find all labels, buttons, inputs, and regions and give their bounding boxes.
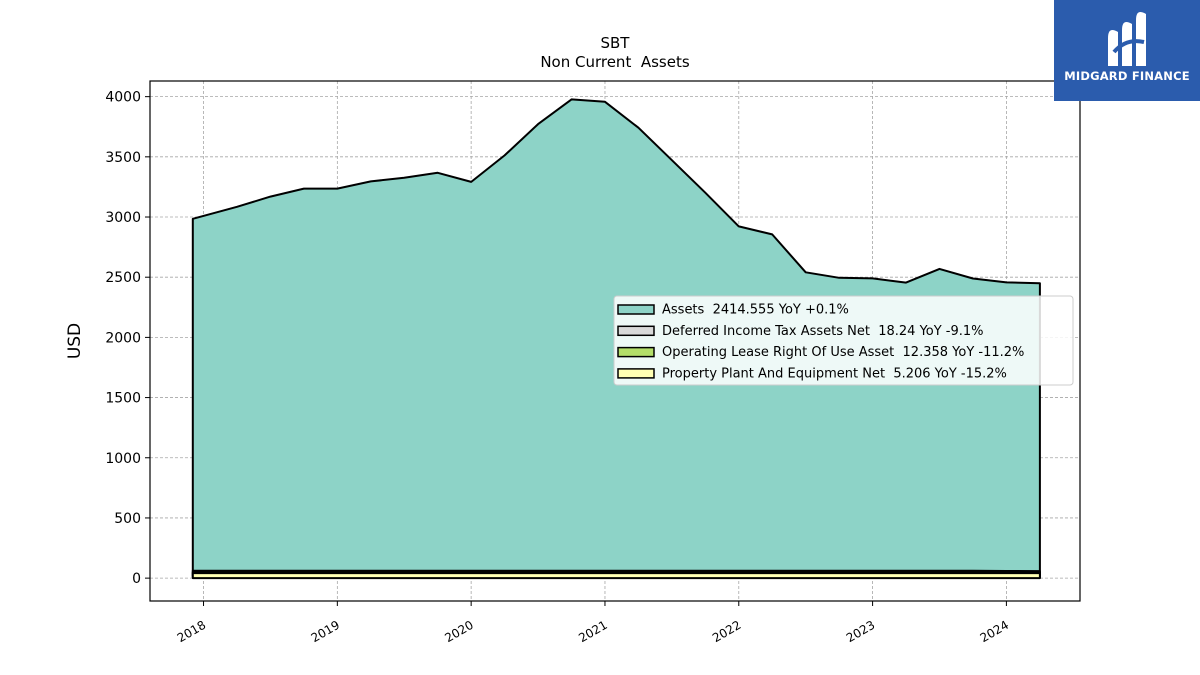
x-tick-label: 2024 (978, 618, 1011, 645)
y-tick-label: 2500 (105, 270, 141, 286)
series-area (191, 572, 1041, 580)
brand-logo: MIDGARD FINANCE (1054, 0, 1200, 101)
plot-frame (149, 80, 1081, 602)
legend-label: Property Plant And Equipment Net 5.206 Y… (662, 366, 1007, 381)
brand-name: MIDGARD FINANCE (1064, 69, 1190, 83)
legend-label: Assets 2414.555 YoY +0.1% (662, 303, 849, 318)
x-tick-label: 2023 (844, 618, 877, 645)
x-tick-label: 2021 (576, 618, 609, 645)
legend: Assets 2414.555 YoY +0.1% Deferred Income… (613, 295, 1074, 386)
legend-swatch (617, 346, 655, 358)
x-tick-label: 2020 (442, 618, 475, 645)
y-tick-label: 0 (132, 571, 141, 587)
legend-swatch (617, 304, 655, 315)
axis-ticks: 0 500 1000 1500 2000 2500 3000 3500 4000 2018 2019… (105, 90, 1011, 646)
legend-label: Deferred Income Tax Assets Net 18.24 YoY… (662, 324, 984, 339)
x-tick-label: 2018 (175, 618, 208, 645)
y-axis-label: USD (65, 323, 85, 359)
y-tick-label: 4000 (105, 90, 141, 106)
legend-label: Operating Lease Right Of Use Asset 12.35… (662, 345, 1024, 360)
chart-title: SBT (601, 34, 631, 52)
y-tick-label: 1500 (105, 391, 141, 407)
legend-swatch (617, 325, 655, 337)
x-tick-label: 2019 (309, 618, 342, 645)
y-tick-label: 2000 (105, 330, 141, 346)
y-tick-label: 500 (114, 511, 141, 527)
legend-swatch (617, 368, 655, 379)
x-tick-label: 2022 (710, 618, 743, 645)
midgard-logo-icon (1108, 12, 1146, 66)
legend-box (613, 295, 1074, 386)
y-tick-label: 3000 (105, 210, 141, 226)
y-tick-label: 1000 (105, 451, 141, 467)
y-tick-label: 3500 (105, 150, 141, 166)
chart-subtitle: Non Current Assets (540, 53, 690, 71)
